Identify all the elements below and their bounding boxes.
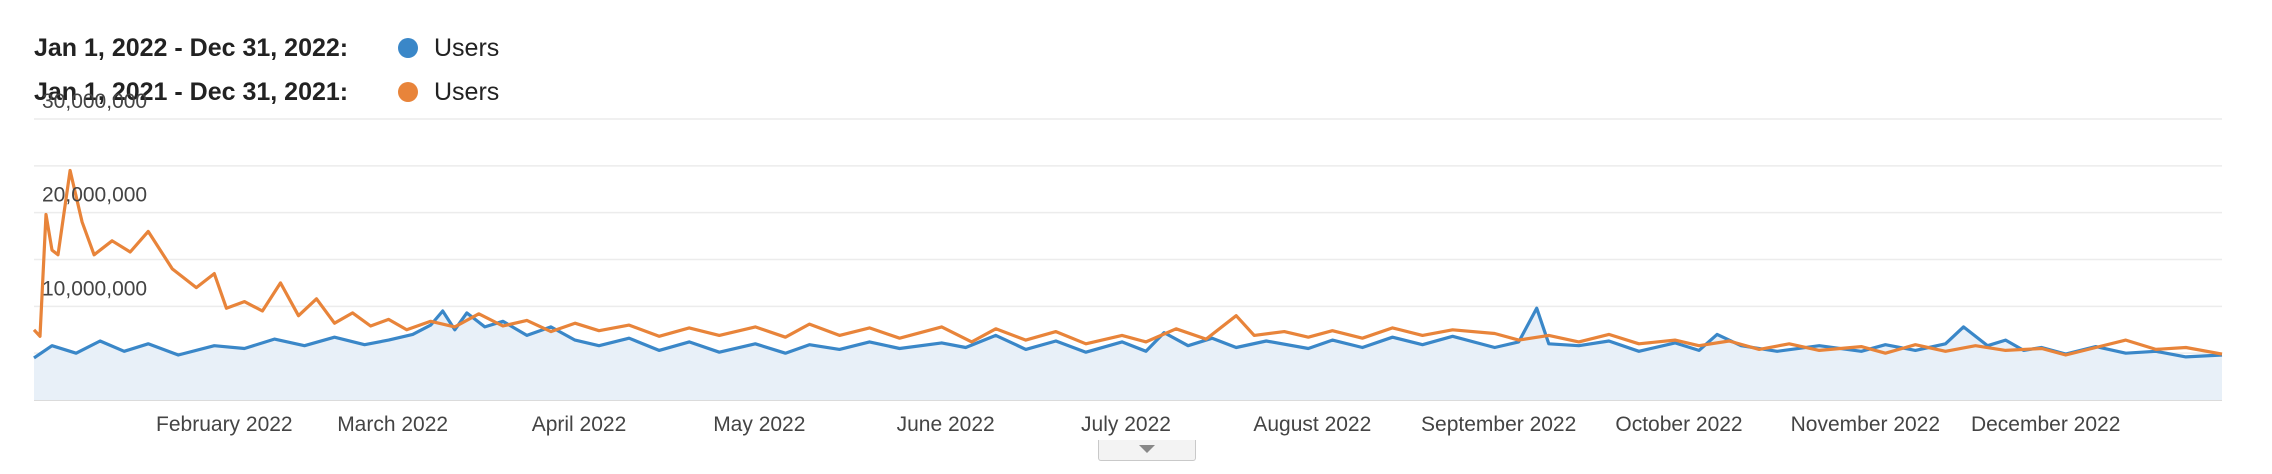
- y-axis: 30,000,000 20,000,000 10,000,000: [42, 90, 147, 300]
- legend-series-label: Users: [434, 77, 500, 106]
- x-tick-label: August 2022: [1253, 413, 1371, 436]
- x-tick-label: September 2022: [1421, 413, 1576, 436]
- series-line-0: [33, 306, 2223, 360]
- y-tick-label: 30,000,000: [42, 90, 147, 113]
- legend-range-label: Jan 1, 2022 - Dec 31, 2022:: [34, 33, 349, 62]
- x-tick-label: April 2022: [532, 413, 627, 436]
- y-tick-label: 10,000,000: [42, 277, 147, 300]
- series-line-1: [32, 168, 2223, 357]
- x-tick-label: June 2022: [897, 413, 995, 436]
- x-tick-label: December 2022: [1971, 413, 2120, 436]
- chart-legend: Jan 1, 2022 - Dec 31, 2022: Users Jan 1,…: [34, 26, 499, 114]
- legend-series-label: Users: [434, 33, 500, 62]
- series-area-0: [34, 308, 2222, 400]
- legend-dot-2022: [398, 38, 418, 58]
- chevron-down-icon: [1139, 445, 1155, 453]
- x-axis: February 2022 March 2022 April 2022 May 202…: [156, 413, 2120, 436]
- x-tick-label: February 2022: [156, 413, 293, 436]
- x-tick-label: October 2022: [1615, 413, 1742, 436]
- series-lines: [32, 168, 2223, 360]
- legend-row-2022: Jan 1, 2022 - Dec 31, 2022: Users: [34, 26, 499, 70]
- resize-handle[interactable]: [1098, 440, 1196, 461]
- x-tick-label: July 2022: [1081, 413, 1171, 436]
- x-tick-label: November 2022: [1791, 413, 1940, 436]
- x-tick-label: May 2022: [713, 413, 805, 436]
- x-tick-label: March 2022: [337, 413, 448, 436]
- legend-dot-2021: [398, 82, 418, 102]
- legend-row-2021: Jan 1, 2021 - Dec 31, 2021: Users: [34, 70, 499, 114]
- series-areas: [34, 308, 2222, 400]
- y-tick-label: 20,000,000: [42, 184, 147, 207]
- legend-range-label: Jan 1, 2021 - Dec 31, 2021:: [34, 77, 349, 106]
